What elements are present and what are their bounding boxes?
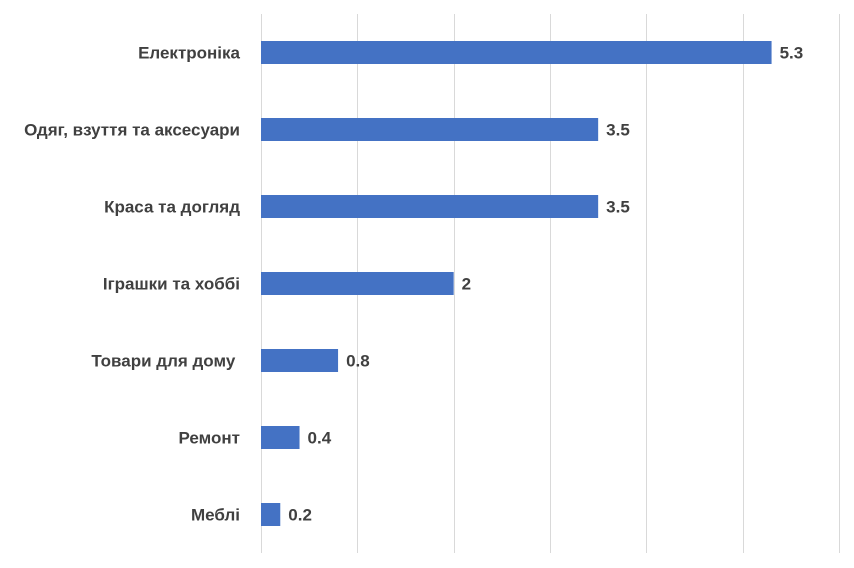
bar	[261, 195, 599, 218]
data-label: 3.5	[606, 198, 630, 217]
category-label: Краса та догляд	[104, 198, 240, 217]
bars	[261, 41, 772, 526]
bar	[261, 41, 772, 64]
data-labels: 5.3 3.5 3.5 2 0.8 0.4 0.2	[288, 44, 803, 525]
data-label: 0.8	[346, 352, 370, 371]
bar	[261, 272, 454, 295]
category-label: Одяг, взуття та аксесуари	[24, 121, 240, 140]
data-label: 5.3	[780, 44, 804, 63]
bar	[261, 503, 281, 526]
category-label: Іграшки та хоббі	[103, 275, 240, 294]
gridlines	[261, 14, 840, 553]
bar	[261, 118, 599, 141]
data-label: 2	[462, 275, 471, 294]
bar	[261, 349, 339, 372]
category-label: Ремонт	[179, 429, 240, 448]
category-labels: Електроніка Одяг, взуття та аксесуари Крас…	[24, 44, 240, 525]
data-label: 0.2	[288, 506, 312, 525]
data-label: 3.5	[606, 121, 630, 140]
category-label: Електроніка	[138, 44, 240, 63]
category-label: Товари для дому	[91, 352, 240, 371]
bar	[261, 426, 300, 449]
data-label: 0.4	[308, 429, 332, 448]
category-label: Меблі	[191, 506, 240, 525]
